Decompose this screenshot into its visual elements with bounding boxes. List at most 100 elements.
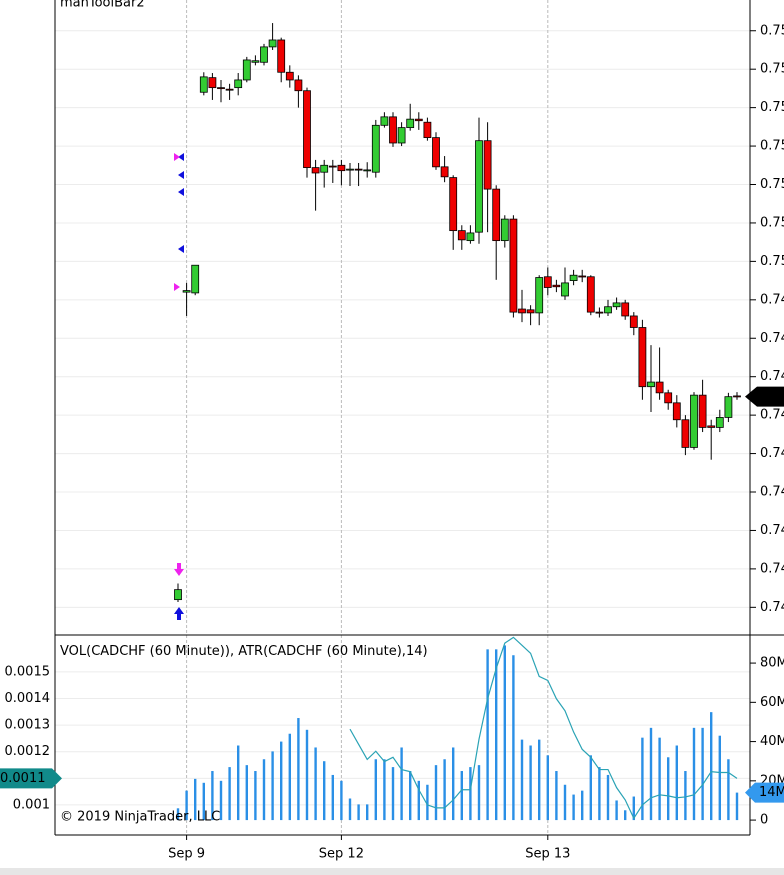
volume-bar [280,741,283,821]
candle-body [492,188,501,242]
volume-bar [331,774,334,821]
volume-bar [211,771,214,821]
y-tick-label: 0.7525 [760,62,784,77]
signal [178,171,184,179]
candle-body [234,79,243,89]
volume-bar [409,771,412,821]
candle-body [328,165,337,168]
volume-bar [512,655,515,821]
y-tick-label: 0.7470 [760,485,784,500]
y-tick-label: 0.7490 [760,331,784,346]
candle-body [225,88,234,91]
candle-body [578,275,587,278]
y-tick-label: 0.7480 [760,408,784,423]
volume-bar [555,771,558,821]
candle-body [500,218,509,242]
volume-bar [477,765,481,821]
y-tick-label: 80M [760,656,784,671]
candle-body [543,276,552,288]
y-tick-label: 0.7485 [760,369,784,384]
candle-body [707,425,716,428]
volume-bar [426,784,429,821]
legend-entry: VOL(CADCHF (60 Minute)) [60,644,230,659]
volume-bar [391,767,395,821]
candle-body [432,137,440,168]
volume-bar [538,739,541,821]
volume-bar [383,759,386,821]
candle-body [389,116,397,144]
candle-body [612,302,621,308]
candle-body [483,140,492,190]
volume-bar [649,727,653,821]
toolbar-title: manToolBar2 [60,0,145,11]
volume-bar [245,765,248,821]
candle-body [621,302,630,317]
volume-bar [176,808,180,821]
candle-body [466,232,475,242]
volume-bar [581,790,584,821]
volume-bar [641,737,644,821]
candle-body [655,381,664,394]
candle-body [733,395,741,398]
atr-current-marker [0,768,62,789]
volume-bar [520,739,524,821]
candle-body [561,282,569,297]
candle-body [303,90,311,168]
volume-bar [297,718,300,821]
volume-bar [452,747,455,821]
candle-body [604,306,612,314]
last-price-label: 0.74824 [760,389,784,404]
candle-body [595,311,604,314]
volume-bar [417,780,420,821]
volume-bar [340,780,343,821]
volume-bar [718,735,721,821]
volume-bar [400,747,403,821]
candle-body [397,127,406,144]
candle-body [354,168,363,171]
candle-body [320,164,329,173]
volume-bar [615,800,618,821]
y-tick-label: 0 [760,813,768,828]
legend-separator: , [230,644,238,659]
candle-body [552,284,561,288]
volume-bar [237,745,240,821]
copyright: © 2019 NinjaTrader, LLC [60,810,220,825]
volume-bar [589,755,592,821]
candle-body [406,118,415,129]
atr-current-label: 0.0011 [0,771,46,786]
indicator-legend: VOL(CADCHF (60 Minute)), ATR(CADCHF (60 … [60,644,428,659]
volume-bar [692,727,696,821]
y-tick-label: 0.7520 [760,100,784,115]
volume-bar [288,733,291,821]
candle-body [423,121,432,139]
x-tick-label: Sep 9 [168,847,205,862]
candle-body [681,419,690,448]
volume-bar [374,759,377,821]
signal [178,153,184,161]
candle-body [251,60,260,63]
candle-body [638,327,647,388]
volume-bar [710,712,713,821]
signals [174,153,184,620]
candle-body [535,277,544,314]
volume-bar [219,780,223,821]
volume-current-marker [745,782,784,803]
volume-bar [194,778,197,821]
y2-tick-label: 0.001 [13,797,50,812]
candle-body [647,381,655,388]
x-tick-label: Sep 13 [525,847,570,862]
candle-body [457,230,466,241]
volume-bar [727,759,730,821]
volume-bar [658,737,661,821]
volume-bar [529,745,532,821]
y-tick-label: 0.7455 [760,600,784,615]
volume-bar [632,796,635,821]
candle-body [380,116,389,126]
volume-bar [598,767,601,821]
x-tick-label: Sep 12 [319,847,364,862]
candle-body [526,309,535,314]
y2-tick-label: 0.0014 [5,691,51,706]
candle-body [337,164,346,172]
legend-entry: ATR(CADCHF (60 Minute),14) [238,644,427,659]
